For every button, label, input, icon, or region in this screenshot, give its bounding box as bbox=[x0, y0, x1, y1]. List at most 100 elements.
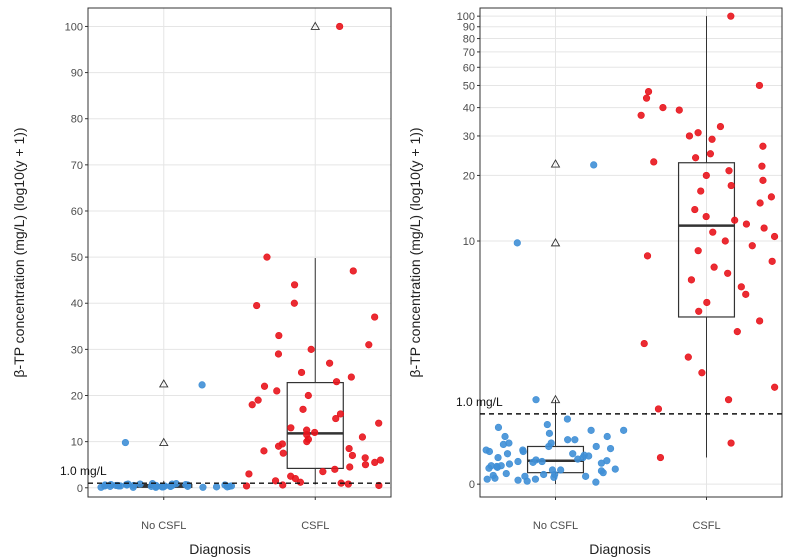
data-point bbox=[361, 461, 370, 469]
data-point bbox=[603, 432, 611, 441]
x-tick-label: No CSFL bbox=[141, 520, 186, 532]
data-point bbox=[514, 476, 522, 484]
data-point bbox=[557, 466, 565, 474]
data-point bbox=[538, 457, 546, 466]
data-point bbox=[253, 301, 261, 310]
data-point bbox=[346, 463, 354, 471]
y-tick-label: 70 bbox=[463, 47, 475, 59]
data-point bbox=[694, 247, 702, 255]
data-point bbox=[759, 142, 767, 150]
data-point bbox=[349, 267, 357, 275]
data-point bbox=[365, 341, 373, 349]
data-point bbox=[332, 414, 340, 423]
data-point bbox=[198, 381, 206, 389]
data-point bbox=[685, 132, 694, 140]
data-point bbox=[659, 103, 667, 112]
data-point bbox=[550, 473, 558, 481]
data-point bbox=[710, 263, 718, 271]
data-point bbox=[483, 475, 491, 483]
data-point bbox=[569, 450, 577, 458]
data-point bbox=[733, 328, 741, 336]
data-point bbox=[348, 451, 357, 460]
data-point bbox=[122, 480, 131, 489]
y-axis-title: β-TP concentration (mg/L) (log10(y + 1)) bbox=[407, 127, 423, 377]
data-point bbox=[643, 252, 652, 260]
y-tick-label: 0 bbox=[77, 483, 83, 495]
data-point bbox=[724, 396, 733, 404]
chart-panel-left: 0 10 20 30 40 50 60 70 80 90 100 No CSFL CSFL 1.0 mg/… bbox=[11, 7, 392, 557]
data-point bbox=[724, 269, 732, 277]
data-point bbox=[758, 162, 766, 170]
x-tick-label: CSFL bbox=[301, 520, 329, 532]
data-point bbox=[532, 456, 540, 464]
data-point bbox=[290, 299, 298, 307]
data-point bbox=[692, 154, 700, 162]
x-axis-title: Diagnosis bbox=[589, 541, 650, 557]
data-point bbox=[770, 232, 779, 241]
data-point bbox=[755, 81, 764, 90]
data-point bbox=[675, 106, 683, 114]
y-tick-label: 90 bbox=[71, 68, 83, 80]
data-point bbox=[501, 432, 509, 441]
data-point bbox=[684, 353, 692, 361]
data-point bbox=[371, 313, 379, 321]
data-point bbox=[571, 436, 579, 444]
data-point bbox=[494, 423, 503, 432]
data-point bbox=[702, 212, 710, 221]
data-point bbox=[303, 438, 311, 446]
data-point bbox=[771, 383, 779, 391]
y-tick-label: 30 bbox=[71, 344, 83, 356]
data-point bbox=[331, 465, 339, 473]
data-point bbox=[248, 401, 256, 409]
data-point bbox=[582, 472, 590, 480]
outlier-marker bbox=[310, 21, 321, 30]
data-point bbox=[564, 436, 572, 444]
y-tick-label: 20 bbox=[71, 391, 83, 403]
data-point bbox=[304, 391, 312, 400]
data-point bbox=[493, 462, 501, 471]
data-point bbox=[742, 290, 750, 298]
data-point bbox=[697, 187, 705, 195]
data-point bbox=[620, 426, 628, 434]
data-point bbox=[332, 378, 341, 386]
data-point bbox=[152, 483, 160, 491]
data-point bbox=[694, 129, 702, 137]
y-tick-label: 80 bbox=[463, 34, 475, 46]
data-point bbox=[307, 345, 315, 353]
data-point bbox=[336, 22, 344, 31]
box-iqr bbox=[677, 162, 736, 318]
y-tick-label: 10 bbox=[71, 437, 83, 449]
data-point bbox=[129, 483, 137, 491]
outlier-marker bbox=[550, 394, 561, 404]
data-point bbox=[656, 453, 665, 462]
data-point bbox=[482, 446, 490, 454]
data-point bbox=[505, 460, 514, 468]
data-point bbox=[731, 216, 739, 224]
data-point bbox=[361, 454, 369, 462]
data-point bbox=[107, 480, 115, 489]
data-point bbox=[727, 181, 735, 190]
data-point bbox=[727, 12, 735, 20]
data-point bbox=[706, 150, 715, 158]
data-point bbox=[698, 369, 706, 377]
y-tick-label: 50 bbox=[463, 80, 475, 92]
x-tick-label: CSFL bbox=[692, 520, 720, 532]
data-point bbox=[654, 405, 663, 413]
y-tick-label: 40 bbox=[71, 298, 83, 310]
data-point bbox=[199, 483, 207, 491]
y-tick-label: 60 bbox=[71, 206, 83, 218]
data-point bbox=[709, 228, 717, 236]
y-tick-label: 100 bbox=[65, 21, 83, 33]
reference-line-label: 1.0 mg/L bbox=[456, 395, 503, 409]
data-point bbox=[254, 396, 262, 404]
data-point bbox=[491, 474, 499, 482]
data-point bbox=[503, 450, 512, 458]
y-tick-label: 40 bbox=[463, 103, 475, 115]
data-point bbox=[514, 457, 522, 466]
data-point bbox=[245, 470, 253, 478]
data-point bbox=[687, 276, 696, 284]
data-point bbox=[260, 382, 269, 390]
data-point bbox=[273, 387, 281, 395]
data-point bbox=[494, 453, 502, 462]
